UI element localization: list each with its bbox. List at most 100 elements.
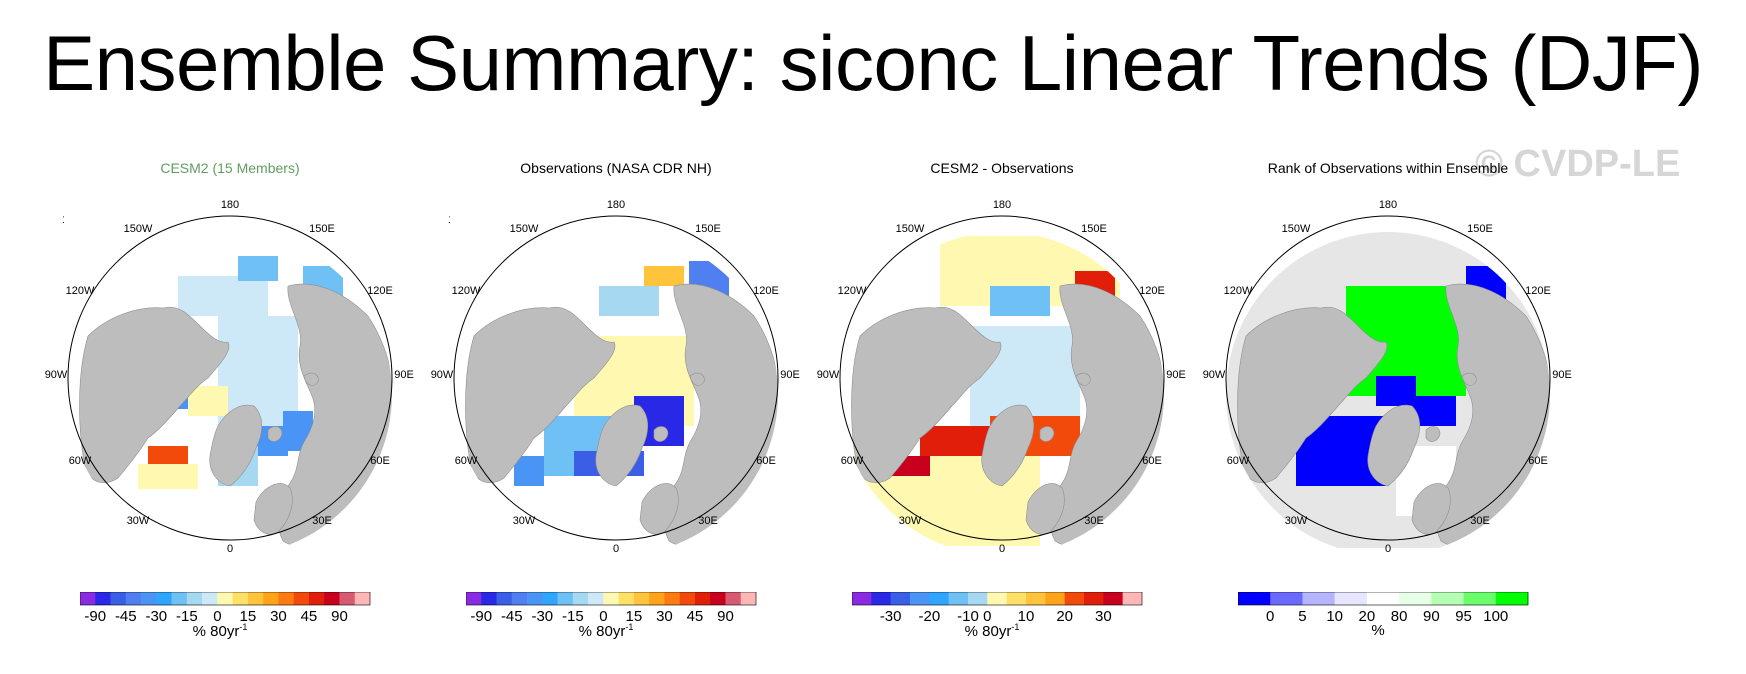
longitude-label: 90E xyxy=(394,369,414,381)
colorbar-swatch xyxy=(664,592,680,605)
colorbar-swatch xyxy=(633,592,650,605)
colorbar-swatch xyxy=(308,592,325,605)
figure-title: Ensemble Summary: siconc Linear Trends (… xyxy=(43,19,1703,107)
colorbar-swatch xyxy=(496,592,513,605)
colorbar-swatch xyxy=(1045,592,1065,605)
units-label: % 80yr-1 xyxy=(10,622,430,640)
colorbar-swatch xyxy=(466,592,482,605)
colorbar-swatch xyxy=(217,592,233,605)
longitude-label: 60W xyxy=(69,455,92,467)
longitude-label: 0 xyxy=(1385,543,1391,555)
longitude-label: 30E xyxy=(698,515,718,527)
longitude-label: 120E xyxy=(753,285,779,297)
colorbar-swatch xyxy=(948,592,969,605)
colorbar-swatch xyxy=(354,592,371,605)
longitude-label: 30W xyxy=(513,515,536,527)
colorbar-swatch xyxy=(740,592,757,605)
colorbar-label: 20 xyxy=(1359,608,1376,624)
colorbar-label: 0 xyxy=(213,608,221,624)
colorbar-swatch xyxy=(110,592,127,605)
colorbar-label: 5 xyxy=(1298,608,1306,624)
colorbar-label: 45 xyxy=(301,608,318,624)
colorbar-swatch xyxy=(511,592,528,605)
colorbar: 0 5 10 20 80 90 95 100 xyxy=(1238,592,1529,624)
colorbar-swatch xyxy=(1399,592,1432,605)
panel-title: Observations (NASA CDR NH) xyxy=(520,160,712,176)
longitude-label: 150E xyxy=(1467,223,1493,235)
colorbar-swatch xyxy=(263,592,279,605)
colorbar-label: -45 xyxy=(115,608,137,624)
panel-observations-trends: Observations (NASA CDR NH)1979-201618015… xyxy=(406,160,826,660)
colorbar-swatch xyxy=(1495,592,1529,605)
colorbar-label: 10 xyxy=(1326,608,1343,624)
longitude-label: 90E xyxy=(780,369,800,381)
watermark: © CVDP-LE xyxy=(1475,143,1681,185)
colorbar-swatch xyxy=(694,592,711,605)
longitude-label: 30W xyxy=(127,515,150,527)
colorbar-label: 100 xyxy=(1483,608,1508,624)
colorbar-swatch xyxy=(339,592,356,605)
colorbar-swatch xyxy=(1006,592,1027,605)
longitude-label: 150W xyxy=(1282,223,1311,235)
colorbar-label: 90 xyxy=(331,608,348,624)
colorbar-swatch xyxy=(1238,592,1271,605)
colorbar-label: -20 xyxy=(918,608,940,624)
colorbar-label: 45 xyxy=(687,608,704,624)
longitude-label: 120E xyxy=(367,285,393,297)
colorbar-swatch xyxy=(1334,592,1368,605)
longitude-label: 30E xyxy=(1084,515,1104,527)
longitude-label: 0 xyxy=(227,543,233,555)
colorbar-swatch xyxy=(1431,592,1464,605)
colorbar-swatch xyxy=(186,592,203,605)
colorbar-swatch xyxy=(603,592,619,605)
colorbar-swatch xyxy=(293,592,310,605)
colorbar-swatch xyxy=(1270,592,1303,605)
longitude-label: 120W xyxy=(838,285,867,297)
longitude-label: 150W xyxy=(124,223,153,235)
panel-cesm2-minus-observations: CESM2 - Observations 180 150E 120E 90E 60E 30E… xyxy=(792,160,1212,660)
longitude-label: 60W xyxy=(1227,455,1250,467)
colorbar-label: -15 xyxy=(562,608,584,624)
longitude-label: 120W xyxy=(66,285,95,297)
longitude-label: 30W xyxy=(1285,515,1308,527)
longitude-label: 150E xyxy=(695,223,721,235)
colorbar-label: 90 xyxy=(1423,608,1440,624)
longitude-label: 60W xyxy=(455,455,478,467)
colorbar-swatch xyxy=(649,592,665,605)
longitude-label: 0 xyxy=(613,543,619,555)
colorbar: -30 -20 -10 0 10 20 30 xyxy=(852,592,1143,624)
colorbar-swatch xyxy=(588,592,604,605)
longitude-label: 180 xyxy=(993,199,1011,211)
colorbar-swatch xyxy=(542,592,558,605)
longitude-label: 90W xyxy=(45,369,68,381)
colorbar-label: -45 xyxy=(501,608,523,624)
panel-title: CESM2 (15 Members) xyxy=(160,160,300,176)
units-label: % xyxy=(1168,622,1588,639)
colorbar-swatch xyxy=(710,592,726,605)
colorbar-swatch xyxy=(232,592,249,605)
longitude-label: 120W xyxy=(452,285,481,297)
longitude-label: 90W xyxy=(817,369,840,381)
colorbar-label: 0 xyxy=(1266,608,1274,624)
colorbar-label: -90 xyxy=(470,608,492,624)
colorbar-label: 30 xyxy=(270,608,287,624)
longitude-label: 60E xyxy=(756,455,776,467)
longitude-label: 180 xyxy=(1379,199,1397,211)
units-label: % 80yr-1 xyxy=(782,622,1202,640)
colorbar-label: -30 xyxy=(531,608,553,624)
polar-map: 180 150E 120E 90E 60E 30E 0 30W 60W 90W 120W 150W xyxy=(45,190,414,555)
colorbar-swatch xyxy=(1463,592,1497,605)
units-superscript: -1 xyxy=(1011,622,1020,632)
colorbar-swatch xyxy=(852,592,872,605)
colorbar-label: 30 xyxy=(656,608,673,624)
longitude-label: 180 xyxy=(607,199,625,211)
map-boundary xyxy=(839,215,1165,541)
colorbar-swatch xyxy=(202,592,218,605)
colorbar-swatch xyxy=(481,592,497,605)
colorbar-label: -30 xyxy=(880,608,902,624)
polar-map: 180 150E 120E 90E 60E 30E 0 30W 60W 90W 120W 150W xyxy=(431,190,800,555)
panel-cesm2-trends: CESM2 (15 Members)1940-2019180150E120E90… xyxy=(20,160,440,660)
colorbar-label: 30 xyxy=(1095,608,1112,624)
colorbar-swatch xyxy=(618,592,635,605)
units-superscript: -1 xyxy=(239,622,248,632)
